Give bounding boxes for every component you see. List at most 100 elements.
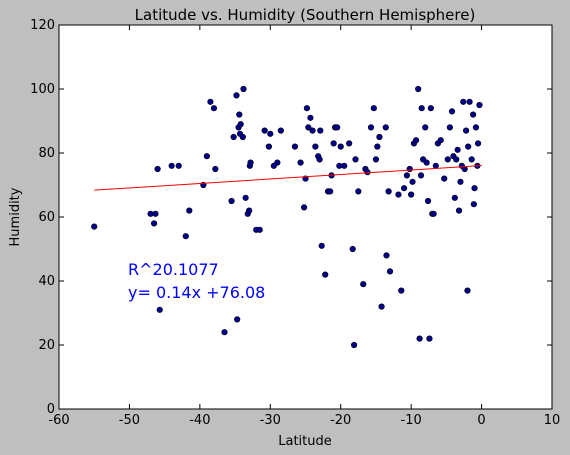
data-point — [322, 271, 329, 278]
data-point — [472, 124, 480, 131]
data-point — [408, 191, 415, 198]
data-point — [349, 245, 356, 253]
data-point — [203, 153, 210, 160]
data-point — [462, 127, 470, 134]
data-point — [460, 98, 467, 105]
data-point — [370, 105, 377, 112]
data-point — [207, 98, 214, 105]
data-point — [422, 124, 429, 131]
data-point — [303, 105, 311, 112]
x-tick-label: -60 — [48, 413, 69, 428]
data-point — [346, 140, 353, 147]
data-point — [156, 306, 163, 313]
data-point — [360, 281, 367, 288]
data-point — [468, 156, 475, 163]
y-tick-label: 80 — [38, 146, 55, 161]
data-point — [228, 197, 235, 205]
data-point — [453, 156, 460, 163]
data-point — [470, 111, 477, 118]
data-point — [454, 146, 461, 153]
x-axis-title: Latitude — [278, 434, 332, 449]
x-tick-label: -40 — [189, 413, 210, 428]
data-point — [432, 162, 439, 169]
data-point — [352, 156, 359, 163]
data-point — [240, 85, 247, 93]
x-tick-label: -10 — [401, 413, 422, 428]
data-point — [427, 105, 434, 112]
regression-equation-annotation: y= 0.14x +76.08 — [128, 283, 265, 302]
data-point — [350, 341, 358, 349]
data-point — [182, 233, 189, 240]
data-point — [430, 210, 437, 217]
data-point — [474, 140, 482, 147]
data-point — [416, 335, 423, 342]
data-point — [291, 143, 299, 150]
data-point — [426, 335, 433, 342]
data-point — [150, 220, 158, 227]
data-point — [446, 124, 453, 131]
data-point — [230, 133, 237, 141]
chart-title: Latitude vs. Humidity (Southern Hemisphe… — [135, 6, 476, 24]
data-point — [327, 188, 334, 195]
data-point — [297, 159, 304, 166]
data-point — [470, 201, 477, 208]
data-point — [355, 188, 362, 195]
regression-line — [94, 165, 482, 191]
data-point — [312, 143, 319, 150]
data-point — [441, 175, 448, 182]
data-point — [305, 124, 312, 131]
x-tick-label: -20 — [330, 413, 351, 428]
data-point — [168, 162, 175, 169]
data-point — [406, 165, 413, 173]
data-point — [152, 210, 159, 217]
data-point — [374, 143, 381, 150]
data-point — [186, 207, 193, 214]
data-point — [417, 172, 425, 179]
data-point — [210, 105, 218, 112]
y-tick-label: 60 — [38, 210, 55, 225]
data-point — [256, 226, 263, 233]
data-point — [383, 252, 390, 259]
data-point — [476, 101, 483, 109]
data-point — [466, 98, 473, 105]
data-point — [307, 114, 314, 121]
data-point — [239, 133, 246, 141]
data-point — [91, 223, 98, 230]
x-tick-label: 10 — [544, 413, 561, 428]
y-axis-title: Humidity — [8, 187, 23, 246]
data-point — [318, 242, 325, 249]
data-point — [471, 185, 478, 192]
data-point — [424, 197, 432, 205]
data-point — [372, 156, 380, 163]
y-tick-label: 100 — [30, 82, 55, 97]
data-point — [175, 162, 182, 169]
data-point — [242, 194, 249, 201]
data-point — [444, 156, 451, 163]
data-point — [317, 127, 324, 134]
data-point — [448, 108, 456, 115]
data-point — [409, 178, 416, 185]
data-point — [457, 178, 464, 185]
data-point — [423, 159, 430, 166]
data-point — [412, 137, 420, 144]
data-point — [455, 207, 463, 214]
data-point — [401, 185, 408, 192]
data-point — [237, 121, 244, 128]
data-point — [212, 165, 219, 173]
data-point — [418, 105, 425, 112]
data-point — [376, 133, 383, 141]
r-squared-annotation: R^20.1077 — [128, 260, 219, 279]
plot-area — [58, 24, 553, 410]
data-point — [247, 159, 254, 166]
data-point — [330, 140, 337, 147]
data-point — [236, 111, 243, 118]
data-point — [385, 188, 392, 195]
data-point — [415, 85, 422, 93]
data-point — [265, 143, 272, 150]
data-point — [267, 130, 274, 137]
data-point — [300, 204, 308, 211]
data-point — [464, 287, 471, 294]
x-tick-label: 0 — [477, 413, 485, 428]
y-tick-label: 40 — [38, 274, 55, 289]
